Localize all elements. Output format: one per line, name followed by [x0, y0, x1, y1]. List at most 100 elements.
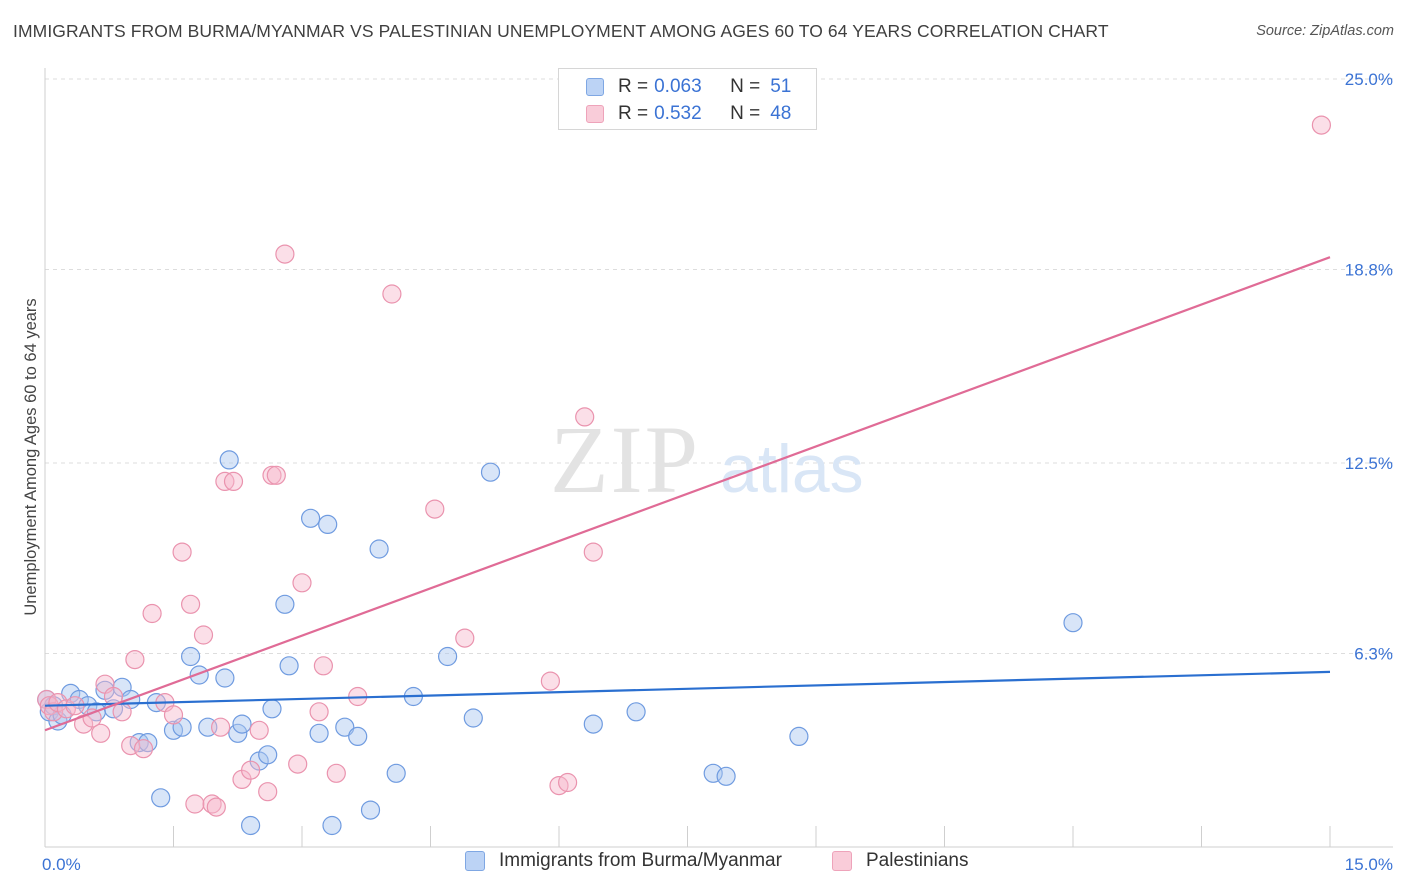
data-point — [583, 542, 603, 562]
data-point — [575, 407, 595, 427]
data-point — [480, 462, 501, 482]
data-point — [386, 763, 406, 783]
data-point — [219, 450, 239, 470]
data-point — [185, 794, 205, 814]
data-point — [463, 708, 483, 728]
data-point — [369, 539, 389, 559]
data-point — [262, 465, 282, 485]
data-point — [91, 723, 111, 743]
data-point — [540, 671, 561, 691]
n-label: N = — [730, 76, 761, 97]
data-point — [172, 542, 192, 562]
series-burma-points — [37, 450, 1083, 836]
legend-item-burma[interactable]: Immigrants from Burma/Myanmar — [465, 850, 782, 872]
data-point — [292, 573, 312, 593]
n-label: N = — [730, 103, 761, 124]
watermark: ZIP atlas — [550, 406, 864, 513]
legend-label-burma: Immigrants from Burma/Myanmar — [499, 850, 782, 871]
data-point — [206, 797, 226, 817]
data-point — [163, 705, 184, 725]
legend-label-palestinians: Palestinians — [866, 850, 969, 871]
data-point — [151, 788, 171, 808]
data-point — [326, 763, 346, 783]
x-tick-label: 15.0% — [1345, 855, 1393, 874]
data-point — [112, 702, 132, 722]
legend-swatch-blue — [586, 78, 604, 96]
data-point — [288, 754, 308, 774]
data-point — [716, 766, 736, 786]
trendline-burma — [44, 670, 1331, 707]
axes — [44, 68, 1393, 848]
correlation-legend: R = 0.063 N = 51 R = 0.532 N = 48 — [558, 68, 817, 130]
data-point — [223, 471, 244, 491]
data-point — [189, 665, 209, 685]
legend-swatch-blue — [465, 851, 485, 871]
data-point — [181, 646, 201, 667]
data-point — [275, 244, 295, 264]
data-point — [215, 668, 235, 688]
chart-title: IMMIGRANTS FROM BURMA/MYANMAR VS PALESTI… — [13, 21, 1109, 41]
n-value: 48 — [770, 103, 792, 124]
r-value: 0.532 — [654, 103, 702, 124]
y-axis-label: Unemployment Among Ages 60 to 64 years — [22, 298, 40, 615]
data-point — [318, 514, 338, 535]
r-label: R = — [618, 76, 649, 97]
trendlines — [44, 256, 1331, 732]
x-tick-label: 0.0% — [42, 855, 81, 874]
series-legend: Immigrants from Burma/Myanmar Palestinia… — [0, 850, 1406, 878]
data-point — [241, 760, 261, 780]
data-point — [258, 745, 278, 765]
tick-labels: 6.3% 12.5% 18.8% 25.0% 0.0% 15.0% — [42, 70, 1393, 874]
r-label: R = — [618, 103, 649, 124]
source-label: Source: ZipAtlas.com — [1256, 23, 1394, 39]
data-point — [309, 702, 329, 722]
data-point — [241, 815, 261, 836]
data-point — [125, 649, 145, 670]
data-point — [249, 720, 269, 740]
data-point — [438, 646, 458, 667]
gridlines — [45, 78, 1393, 654]
data-point — [142, 603, 162, 624]
data-point — [626, 702, 646, 722]
data-point — [313, 656, 333, 676]
data-point — [348, 726, 368, 747]
data-point — [228, 723, 248, 743]
data-point — [557, 772, 578, 793]
data-point — [583, 714, 603, 734]
data-point — [360, 800, 381, 820]
legend-swatch-pink — [586, 105, 604, 123]
legend-row-palestinians: R = 0.532 N = 48 — [586, 102, 791, 126]
data-point — [181, 594, 201, 614]
y-tick-label: 18.8% — [1345, 260, 1393, 279]
data-point — [266, 465, 286, 485]
legend-item-palestinians[interactable]: Palestinians — [832, 850, 968, 872]
y-tick-label: 25.0% — [1345, 70, 1393, 89]
data-point — [258, 782, 278, 802]
data-point — [335, 717, 355, 737]
data-point — [455, 628, 475, 648]
n-value: 51 — [770, 76, 792, 97]
data-point — [322, 815, 342, 836]
data-point — [193, 625, 214, 645]
trendline-palestinians — [44, 256, 1331, 732]
data-point — [1063, 613, 1083, 633]
legend-row-burma: R = 0.063 N = 51 — [586, 75, 791, 99]
data-point — [262, 699, 282, 719]
r-value: 0.063 — [654, 76, 702, 97]
data-point — [425, 499, 445, 519]
y-tick-label: 12.5% — [1345, 454, 1393, 473]
data-point — [789, 726, 809, 747]
data-point — [301, 508, 321, 528]
data-point — [133, 739, 154, 759]
y-tick-label: 6.3% — [1354, 644, 1393, 663]
data-point — [275, 594, 295, 614]
data-point — [279, 656, 299, 676]
series-palestinian-points — [37, 115, 1332, 817]
watermark-atlas: atlas — [720, 431, 864, 507]
data-point — [211, 717, 231, 737]
data-point — [1311, 115, 1332, 135]
data-point — [382, 284, 402, 304]
legend-swatch-pink — [832, 851, 852, 871]
data-point — [232, 714, 252, 734]
